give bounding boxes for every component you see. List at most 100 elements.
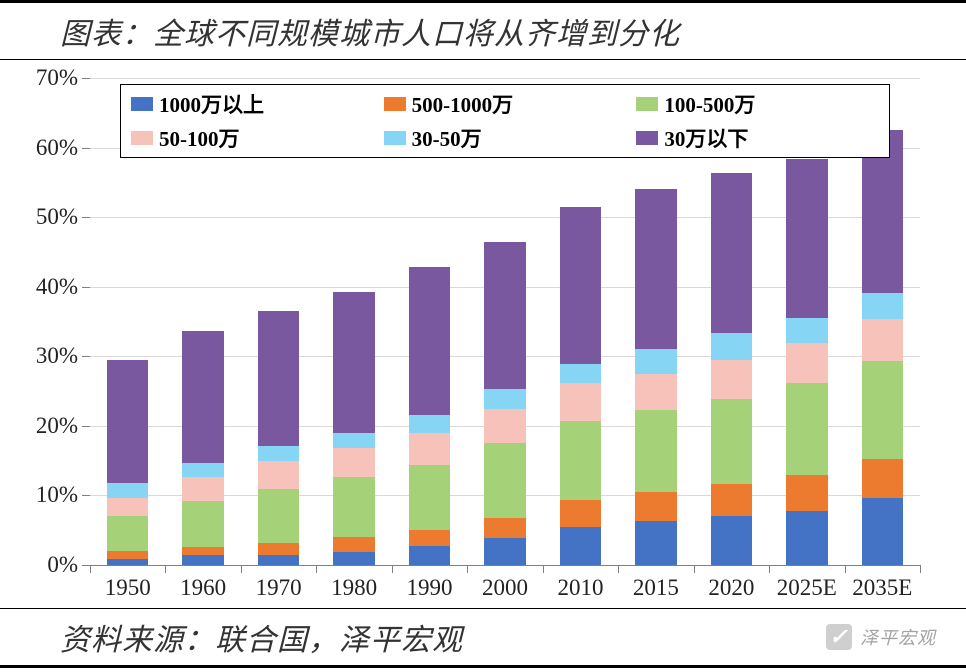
y-axis-label: 0% xyxy=(47,552,90,578)
legend-item-s4: 50-100万 xyxy=(131,123,374,153)
chart-container: 图表：全球不同规模城市人口将从齐增到分化 0%10%20%30%40%50%60… xyxy=(0,0,966,672)
x-axis-label: 2000 xyxy=(482,575,528,601)
x-tick xyxy=(241,565,242,573)
segment-s6 xyxy=(182,331,224,464)
y-axis-label: 60% xyxy=(36,135,90,161)
x-tick xyxy=(392,565,393,573)
bar-1950 xyxy=(107,360,149,565)
x-axis-label: 2025E xyxy=(777,575,837,601)
segment-s4 xyxy=(107,498,149,515)
segment-s2 xyxy=(862,459,904,498)
x-tick xyxy=(90,565,91,573)
legend-swatch xyxy=(131,131,153,145)
segment-s5 xyxy=(182,463,224,477)
segment-s1 xyxy=(333,552,375,565)
x-tick xyxy=(316,565,317,573)
x-axis-label: 2035E xyxy=(852,575,912,601)
legend-label: 30万以下 xyxy=(664,123,748,153)
x-tick xyxy=(543,565,544,573)
source-text: 资料来源：联合国，泽平宏观 xyxy=(60,624,463,657)
y-axis-label: 40% xyxy=(36,274,90,300)
x-tick xyxy=(769,565,770,573)
segment-s1 xyxy=(258,555,300,565)
y-axis-label: 20% xyxy=(36,413,90,439)
segment-s5 xyxy=(107,483,149,498)
segment-s6 xyxy=(560,207,602,364)
legend-item-s3: 100-500万 xyxy=(636,89,879,119)
x-tick xyxy=(845,565,846,573)
legend-label: 30-50万 xyxy=(412,123,482,153)
segment-s2 xyxy=(711,484,753,516)
segment-s5 xyxy=(635,349,677,373)
legend-label: 1000万以上 xyxy=(159,89,264,119)
legend-swatch xyxy=(384,131,406,145)
segment-s2 xyxy=(107,551,149,559)
segment-s3 xyxy=(786,383,828,475)
segment-s6 xyxy=(258,311,300,446)
legend-item-s5: 30-50万 xyxy=(384,123,627,153)
chart-title: 图表：全球不同规模城市人口将从齐增到分化 xyxy=(0,0,966,60)
segment-s5 xyxy=(560,364,602,383)
segment-s1 xyxy=(182,555,224,565)
y-axis-label: 10% xyxy=(36,482,90,508)
bar-1960 xyxy=(182,331,224,565)
x-tick xyxy=(618,565,619,573)
legend-label: 500-1000万 xyxy=(412,89,514,119)
segment-s3 xyxy=(258,489,300,543)
segment-s1 xyxy=(107,559,149,565)
wechat-icon: ✓ xyxy=(826,624,852,650)
segment-s2 xyxy=(333,537,375,552)
segment-s5 xyxy=(862,293,904,319)
segment-s6 xyxy=(107,360,149,483)
x-axis-label: 2020 xyxy=(708,575,754,601)
x-axis-label: 1970 xyxy=(256,575,302,601)
segment-s3 xyxy=(484,443,526,518)
segment-s1 xyxy=(786,511,828,565)
segment-s6 xyxy=(786,159,828,318)
bar-2010 xyxy=(560,207,602,565)
segment-s4 xyxy=(484,409,526,444)
x-axis-label: 2015 xyxy=(633,575,679,601)
segment-s4 xyxy=(862,319,904,361)
y-axis-label: 70% xyxy=(36,65,90,91)
segment-s5 xyxy=(333,433,375,448)
segment-s1 xyxy=(484,538,526,565)
segment-s3 xyxy=(862,361,904,459)
legend-item-s1: 1000万以上 xyxy=(131,89,374,119)
segment-s2 xyxy=(786,475,828,511)
segment-s2 xyxy=(635,492,677,521)
legend-swatch xyxy=(636,97,658,111)
segment-s4 xyxy=(333,448,375,477)
segment-s4 xyxy=(409,433,451,465)
segment-s3 xyxy=(635,410,677,492)
segment-s4 xyxy=(182,477,224,501)
legend-swatch xyxy=(636,131,658,145)
legend-label: 100-500万 xyxy=(664,89,755,119)
bar-2000 xyxy=(484,242,526,565)
chart-area: 0%10%20%30%40%50%60%70%19501960197019801… xyxy=(0,60,966,600)
source-row: 资料来源：联合国，泽平宏观 ✓ 泽平宏观 xyxy=(0,608,966,668)
y-axis-label: 50% xyxy=(36,204,90,230)
bar-2035E xyxy=(862,130,904,565)
grid-line xyxy=(90,78,920,79)
x-tick xyxy=(920,565,921,573)
segment-s3 xyxy=(560,421,602,500)
segment-s4 xyxy=(786,343,828,383)
segment-s5 xyxy=(484,389,526,408)
segment-s2 xyxy=(258,543,300,554)
x-tick xyxy=(467,565,468,573)
segment-s3 xyxy=(107,516,149,551)
segment-s4 xyxy=(560,383,602,421)
segment-s3 xyxy=(711,399,753,484)
segment-s6 xyxy=(409,267,451,415)
bar-2020 xyxy=(711,173,753,565)
x-tick xyxy=(694,565,695,573)
segment-s5 xyxy=(409,415,451,433)
segment-s3 xyxy=(182,501,224,547)
x-axis-label: 1980 xyxy=(331,575,377,601)
legend-label: 50-100万 xyxy=(159,123,240,153)
segment-s2 xyxy=(484,518,526,537)
bar-2025E xyxy=(786,159,828,565)
x-tick xyxy=(165,565,166,573)
segment-s2 xyxy=(409,530,451,547)
